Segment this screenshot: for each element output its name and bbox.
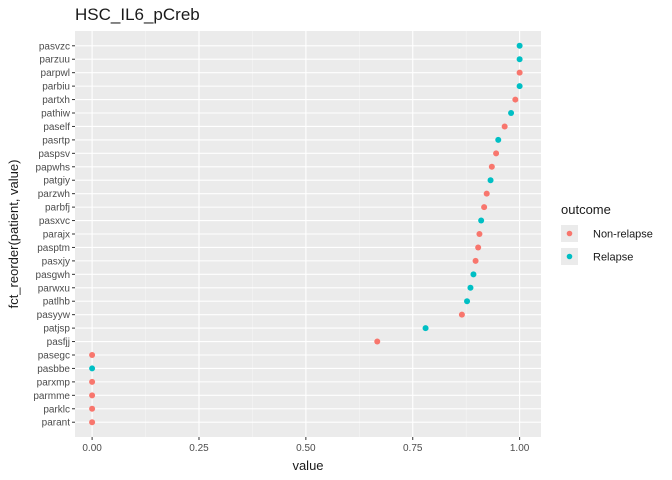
data-point [487,177,494,184]
y-tick-label: parzuu [39,55,70,66]
y-tick-label: paself [43,122,70,133]
data-point [89,392,96,399]
grid-major [75,31,541,437]
y-tick-label: parajx [43,230,70,241]
legend-key-non-relapse [566,230,573,237]
y-tick-label: pasegc [38,350,70,361]
data-points [89,42,523,426]
y-tick-label: parxmp [37,377,71,388]
y-tick-label: parklc [43,404,70,415]
data-point [89,365,96,372]
data-point [516,83,523,90]
y-tick-label: pasxvc [39,216,70,227]
x-tick-labels: 0.00 0.25 0.50 0.75 1.00 [82,437,530,454]
y-tick-labels: pasvzc parzuu parpwl parbiu partxh pathiw pase… [33,41,75,429]
y-tick-label: pathiw [41,109,71,120]
y-tick-label: pasptm [37,243,70,254]
data-point [89,405,96,412]
y-tick-label: pasrtp [42,135,70,146]
data-point [488,163,495,170]
x-tick-label: 0.75 [403,443,423,454]
data-point [478,217,485,224]
y-tick-label: pasxjy [42,256,70,267]
data-point [89,419,96,426]
y-tick-label: pasfjj [47,337,70,348]
data-point [475,244,482,251]
data-point [512,96,519,103]
data-point [516,42,523,49]
y-tick-label: pasvzc [39,41,70,52]
legend-label-non-relapse: Non-relapse [593,229,653,241]
data-point [464,298,471,305]
data-point [501,123,508,130]
x-tick-label: 0.50 [296,443,316,454]
y-tick-label: paspsv [38,149,70,160]
y-tick-label: papwhs [36,162,70,173]
y-tick-label: parpwl [41,68,70,79]
data-point [483,190,490,197]
data-point [458,311,465,318]
data-point [516,69,523,76]
y-tick-label: partxh [42,95,70,106]
data-point [481,204,488,211]
data-point [467,284,474,291]
x-tick-label: 1.00 [510,443,530,454]
y-tick-label: parbiu [42,82,70,93]
legend: outcome Non-relapse Relapse [561,202,653,265]
y-tick-label: pasgwh [36,270,70,281]
data-point [89,351,96,358]
y-axis-label: fct_reorder(patient, value) [6,160,21,309]
legend-title: outcome [561,202,611,217]
data-point [470,271,477,278]
legend-key-relapse [566,253,573,260]
y-tick-label: parzwh [38,189,70,200]
y-tick-label: patgiy [43,176,70,187]
data-point [422,325,429,332]
y-tick-label: parant [42,418,71,429]
x-tick-label: 0.00 [82,443,102,454]
data-point [89,378,96,385]
data-point [493,150,500,157]
x-axis-label: value [292,458,323,473]
y-tick-label: parbfj [45,203,70,214]
data-point [374,338,381,345]
x-tick-label: 0.25 [189,443,209,454]
data-point [472,257,479,264]
data-point [508,110,515,117]
y-tick-label: pasyyw [37,310,71,321]
legend-label-relapse: Relapse [593,252,633,264]
y-tick-label: patlhb [43,297,71,308]
data-point [495,136,502,143]
y-tick-label: parmme [33,391,70,402]
y-tick-label: parwxu [38,283,70,294]
y-tick-label: patjsp [43,324,70,335]
data-point [516,56,523,63]
y-tick-label: pasbbe [37,364,70,375]
chart-title: HSC_IL6_pCreb [75,5,200,24]
data-point [476,231,483,237]
